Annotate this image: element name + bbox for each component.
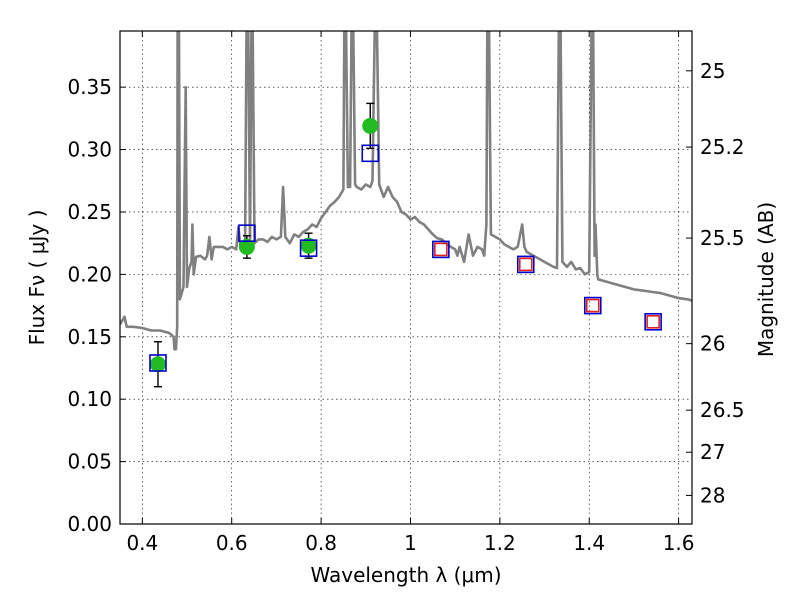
y-tick-label: 0.30 [67,138,112,162]
x-tick-label: 1 [404,531,417,555]
y2-tick-label: 25 [700,59,725,83]
markers-layer [149,102,662,388]
x-axis-label: Wavelength λ (μm) [310,563,501,587]
photometry-point [149,356,166,373]
model-square-red [646,315,660,329]
y2-tick-label: 26 [700,332,725,356]
spectrum-line [120,31,692,351]
y2-tick-label: 26.5 [700,398,745,422]
y2-tick-label: 25.5 [700,226,745,250]
model-square-blue [299,239,318,257]
model-square-blue [516,255,535,274]
y-tick-label: 0.10 [67,387,112,411]
grid-lines [120,31,692,525]
plot-frame [119,30,693,525]
model-square-blue [149,354,167,372]
x-tick-label: 0.8 [305,531,337,555]
x-tick-label: 1.2 [484,531,516,555]
ticks-layer: 0.4 0.6 0.8 1 1.2 1.4 1.6 0.00 0.05 0.10 0.15 0.20 0… [67,31,745,555]
y-tick-label: 0.00 [67,512,112,536]
photometry-point [238,238,255,255]
y2-tick-label: 28 [700,483,725,507]
y-tick-label: 0.05 [67,450,112,474]
y-tick-label: 0.25 [67,200,112,224]
y-axis-label: Flux Fν ( μJy ) [25,210,49,346]
y2-axis-label: Magnitude (AB) [754,202,778,357]
model-square-blue [361,144,380,163]
y2-tick-label: 25.2 [700,135,745,159]
x-tick-label: 0.4 [126,531,158,555]
model-square-blue [238,224,256,242]
model-square-blue [432,240,450,259]
x-tick-label: 1.4 [573,531,605,555]
model-square-red [585,298,600,313]
x-tick-label: 0.6 [216,531,248,555]
photometry-point [362,117,379,134]
y-tick-label: 0.35 [67,75,112,99]
y-tick-label: 0.20 [67,262,112,286]
photometry-point [300,237,317,254]
spectrum-layer [120,31,692,351]
x-tick-label: 1.6 [663,531,695,555]
model-square-red [518,257,533,272]
model-square-blue [583,296,602,315]
model-square-red [434,242,448,257]
y-tick-label: 0.15 [67,325,112,349]
y2-tick-label: 27 [700,440,725,464]
model-square-blue [644,313,662,331]
